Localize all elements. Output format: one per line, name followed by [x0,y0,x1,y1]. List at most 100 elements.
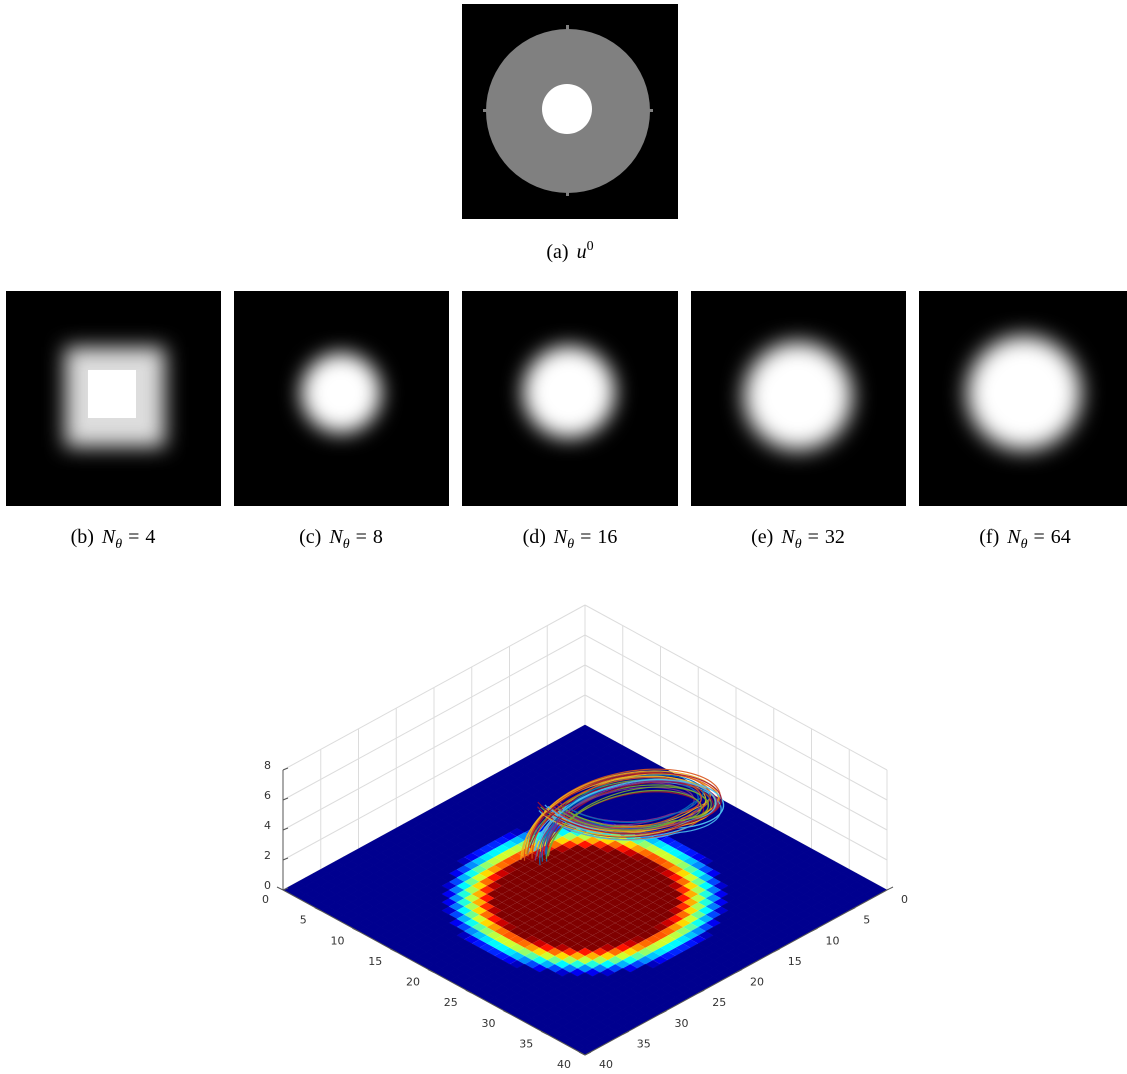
surface-cell [539,935,555,944]
surface-cell [509,877,525,886]
tick-mark [465,989,472,994]
surface-cell [645,943,661,952]
tick-mark [578,1051,586,1056]
surface-cell [509,828,525,837]
surface-cell [577,939,593,948]
grid-line [584,664,888,831]
surface-cell [615,910,631,919]
surface-cell [645,844,661,853]
surface-cell [690,861,706,870]
surface-cell [509,869,525,878]
surface-cell [622,881,638,890]
surface-cell [585,960,601,969]
surface-cell [660,927,676,936]
surface-cell [607,873,623,882]
surface-cell [645,894,661,903]
surface-cell [660,894,676,903]
surface-cell [652,931,669,940]
caption-value: 16 [597,526,617,548]
surface-cell [577,923,593,932]
surface-cell [690,935,706,944]
tick-mark [541,1030,548,1035]
surface-cell [645,927,661,936]
panel-f [919,291,1127,506]
surface-cell [569,877,585,886]
surface-cell [547,890,563,899]
surface-cell [683,914,699,923]
surface-cell [577,848,593,857]
surface-cell [539,910,555,919]
trajectory [531,777,703,859]
surface-cell [607,923,623,932]
tick-mark [660,1010,667,1015]
surface-cell [547,956,563,965]
surface-cell [652,848,669,857]
surface-cell [539,894,555,903]
grid-line [584,694,888,861]
surface-cell [615,894,631,903]
surface-cell [622,939,638,948]
panel-a [462,4,678,219]
surface-cell [509,935,525,944]
surface-cell [532,906,548,915]
surface-cell [577,840,593,849]
y-tick-label: 40 [599,1058,613,1071]
surface-cell [698,881,714,890]
tick-mark [773,948,780,953]
caption-label: (a) [546,241,568,263]
surface-cell [622,840,638,849]
surface-cell [585,836,601,845]
surface-cell [615,918,631,928]
caption-symbol: N [101,526,117,548]
surface-cell [539,951,555,961]
surface-cell [532,873,548,882]
caption-symbol: N [1006,526,1022,548]
caption-label: (d) [523,526,546,548]
x-tick-label: 25 [444,996,458,1009]
surface-cell [690,927,706,936]
surface-cell [660,836,676,845]
surface-cell [539,918,555,928]
surface-cell [509,894,525,903]
surface-cell [615,935,631,944]
x-tick-label: 10 [331,934,345,947]
trajectory [547,786,710,857]
caption-relation: = [580,526,591,548]
surface-cell [607,848,623,857]
caption: (a) u0 [546,239,593,263]
surface-cell [509,910,525,919]
surface-cell [539,885,555,895]
surface-cell [645,861,661,870]
tick-mark [849,907,856,912]
surface-cell [547,857,563,866]
surface-cell [532,947,548,956]
surface-cell [698,873,714,882]
surface-cell [607,947,623,956]
surface-cell [532,931,548,940]
caption-symbol: N [328,526,344,548]
z-tick-label: 0 [264,879,271,892]
surface-cell [547,947,563,956]
surface-cell [622,898,638,907]
surface-cell [615,844,631,853]
surface-cell [577,931,593,940]
grid-line [282,694,586,861]
surface-cell [539,960,555,969]
surface-cell [660,869,676,878]
surface-cell [585,852,601,862]
x-tick-label: 15 [368,955,382,968]
surface-cell [683,848,699,857]
z-tick-label: 2 [264,849,271,862]
surface-cell [539,943,555,952]
panel-c [234,291,449,506]
surface-cell [652,898,669,907]
caption-value: 64 [1051,526,1071,548]
surface-cell [577,873,593,882]
caption-label: (c) [299,526,321,548]
tick-mark [282,887,289,891]
trajectory [545,774,704,857]
surface-cell [547,923,563,932]
z-tick-label: 8 [264,759,271,772]
surface-cell [683,890,699,899]
surface-cell [660,910,676,919]
